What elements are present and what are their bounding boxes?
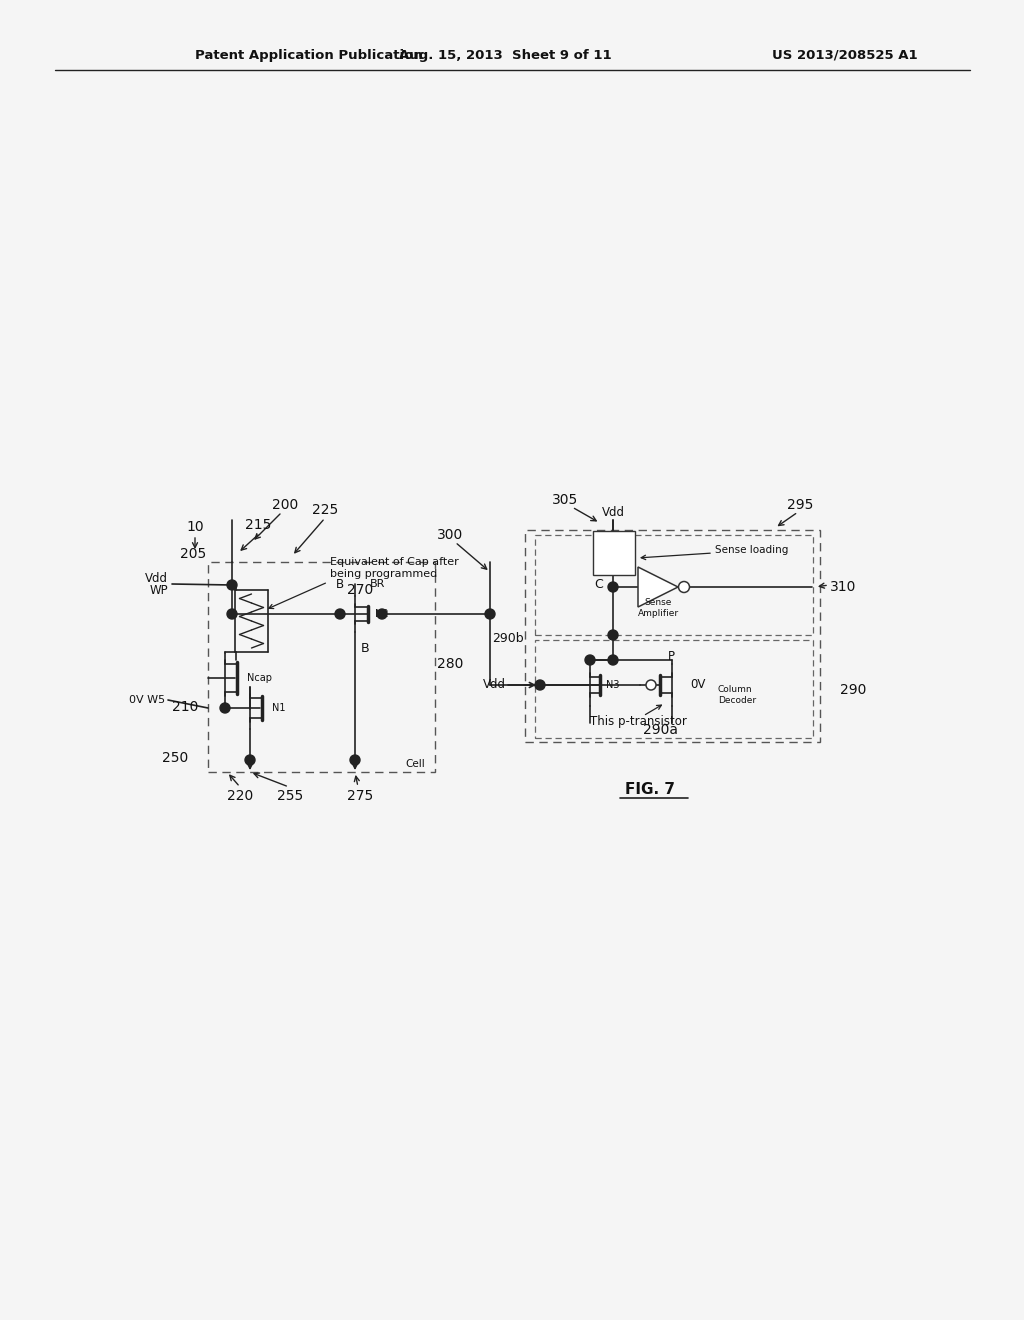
Text: Ncap: Ncap <box>247 673 272 682</box>
Text: C: C <box>594 578 603 591</box>
Circle shape <box>227 579 237 590</box>
Text: 290: 290 <box>840 682 866 697</box>
Text: 300: 300 <box>437 528 463 543</box>
Text: B: B <box>336 578 344 590</box>
Bar <box>535 535 813 635</box>
Circle shape <box>220 704 230 713</box>
Text: 200: 200 <box>272 498 298 512</box>
Text: B: B <box>360 642 370 655</box>
Text: Column
Decoder: Column Decoder <box>718 685 756 705</box>
Circle shape <box>679 582 689 593</box>
Text: N1: N1 <box>272 704 286 713</box>
Text: 215: 215 <box>245 517 271 532</box>
Text: 0V: 0V <box>690 678 706 692</box>
Bar <box>525 531 820 742</box>
Bar <box>593 531 635 576</box>
Circle shape <box>608 582 618 591</box>
Text: being programmed: being programmed <box>330 569 437 579</box>
Text: Sense
Amplifier: Sense Amplifier <box>637 598 679 618</box>
Circle shape <box>608 630 618 640</box>
Text: Vdd: Vdd <box>483 678 506 692</box>
Text: 295: 295 <box>786 498 813 512</box>
Circle shape <box>335 609 345 619</box>
Text: 290b: 290b <box>492 631 523 644</box>
Text: 280: 280 <box>437 657 463 671</box>
Circle shape <box>245 755 255 766</box>
Text: 305: 305 <box>552 492 579 507</box>
Text: 205: 205 <box>180 546 206 561</box>
Text: Vdd: Vdd <box>601 506 625 519</box>
Bar <box>535 640 813 738</box>
Text: Aug. 15, 2013  Sheet 9 of 11: Aug. 15, 2013 Sheet 9 of 11 <box>398 49 611 62</box>
Circle shape <box>350 755 360 766</box>
Text: Vdd: Vdd <box>145 572 168 585</box>
Circle shape <box>535 680 545 690</box>
Text: 310: 310 <box>830 579 856 594</box>
Bar <box>208 562 435 772</box>
Text: 275: 275 <box>347 789 373 803</box>
Text: 225: 225 <box>312 503 338 517</box>
Text: P: P <box>668 649 675 663</box>
Text: US 2013/208525 A1: US 2013/208525 A1 <box>772 49 918 62</box>
Text: FIG. 7: FIG. 7 <box>625 783 675 797</box>
Text: N3: N3 <box>606 680 620 690</box>
Text: 255: 255 <box>276 789 303 803</box>
Circle shape <box>585 655 595 665</box>
Text: 210: 210 <box>172 700 199 714</box>
Text: BR: BR <box>371 579 386 589</box>
Circle shape <box>377 609 387 619</box>
Text: Patent Application Publication: Patent Application Publication <box>195 49 423 62</box>
Circle shape <box>485 609 495 619</box>
Text: 250: 250 <box>162 751 188 766</box>
Polygon shape <box>638 568 678 607</box>
Text: This p-transistor: This p-transistor <box>590 715 687 729</box>
Circle shape <box>646 680 656 690</box>
Text: 220: 220 <box>227 789 253 803</box>
Text: Equivalent of Cap after: Equivalent of Cap after <box>330 557 459 568</box>
Text: 0V W5: 0V W5 <box>129 696 165 705</box>
Text: 270: 270 <box>347 583 373 597</box>
Circle shape <box>227 609 237 619</box>
Text: Sense loading: Sense loading <box>715 545 788 554</box>
Text: WP: WP <box>150 583 168 597</box>
Text: 290a: 290a <box>642 723 678 737</box>
Text: Cell: Cell <box>406 759 425 770</box>
Circle shape <box>608 655 618 665</box>
Text: 10: 10 <box>186 520 204 535</box>
Text: N2: N2 <box>375 609 389 619</box>
